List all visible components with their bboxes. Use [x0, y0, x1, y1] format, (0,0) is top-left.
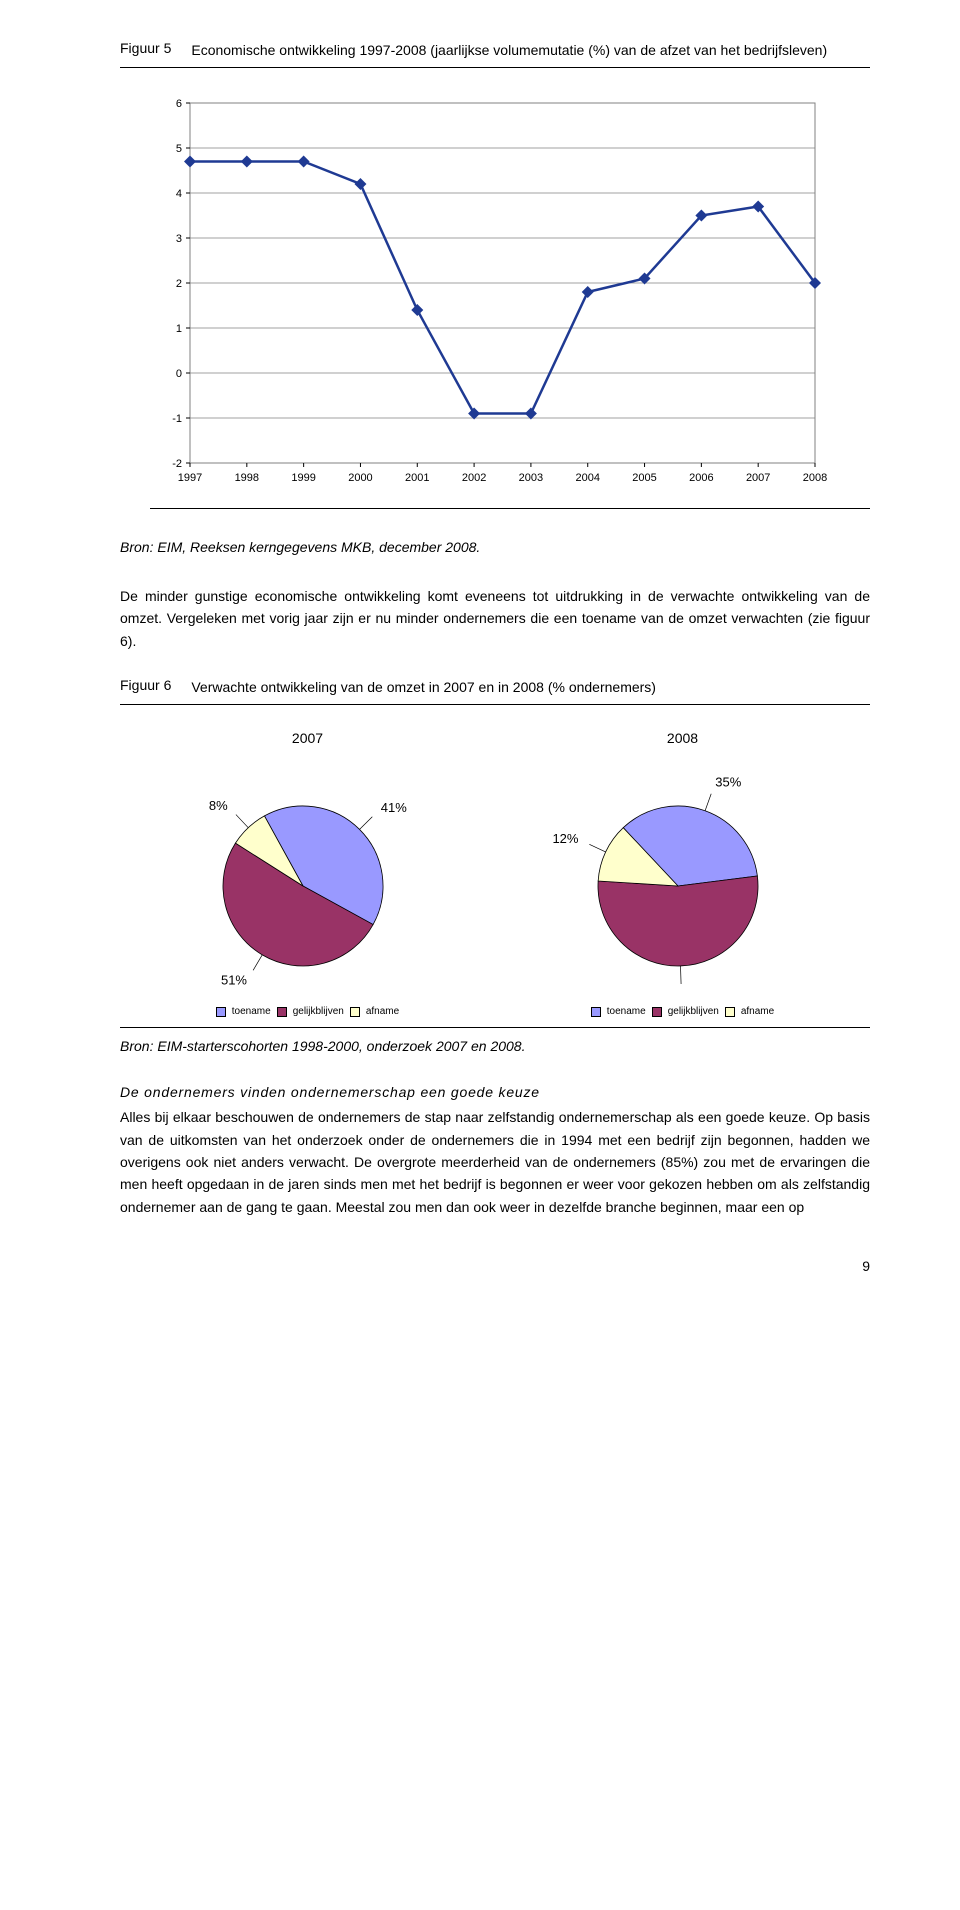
legend-swatch-toename — [591, 1007, 601, 1017]
figure-6-header: Figuur 6 Verwachte ontwikkeling van de o… — [120, 677, 870, 698]
svg-text:-1: -1 — [172, 413, 182, 425]
figure-6-top-rule — [120, 704, 870, 705]
legend-label-gelijkblijven: gelijkblijven — [668, 1006, 719, 1017]
svg-text:2002: 2002 — [462, 472, 486, 484]
pie-2007-svg: 41% 51% 8% — [153, 771, 463, 991]
figure-5-bottom-rule — [150, 508, 870, 509]
page-number: 9 — [120, 1258, 870, 1274]
svg-text:2001: 2001 — [405, 472, 429, 484]
svg-text:5: 5 — [176, 143, 182, 155]
pie-2008-svg: 35% 53% 12% — [528, 771, 838, 991]
figure-5-top-rule — [120, 67, 870, 68]
svg-text:4: 4 — [176, 188, 182, 200]
paragraph-1: De minder gunstige economische ontwikkel… — [120, 585, 870, 652]
legend-swatch-afname — [725, 1007, 735, 1017]
figure-6-label: Figuur 6 — [120, 677, 171, 693]
svg-text:2005: 2005 — [632, 472, 656, 484]
figure-6-bottom-rule — [120, 1027, 870, 1028]
figure-5-header: Figuur 5 Economische ontwikkeling 1997-2… — [120, 40, 870, 61]
svg-text:0: 0 — [176, 368, 182, 380]
legend-swatch-gelijkblijven — [277, 1007, 287, 1017]
svg-text:6: 6 — [176, 98, 182, 110]
svg-text:2000: 2000 — [348, 472, 372, 484]
svg-text:2006: 2006 — [689, 472, 713, 484]
pie-2008-year: 2008 — [495, 730, 870, 746]
pie-2008-column: 2008 35% 53% 12% — [495, 730, 870, 996]
svg-text:1998: 1998 — [235, 472, 259, 484]
legend-swatch-afname — [350, 1007, 360, 1017]
svg-text:2004: 2004 — [575, 472, 599, 484]
svg-text:53%: 53% — [668, 988, 694, 991]
svg-text:51%: 51% — [220, 973, 246, 988]
svg-text:12%: 12% — [552, 831, 578, 846]
legend-2007: toename gelijkblijven afname — [120, 1006, 495, 1017]
legend-2008: toename gelijkblijven afname — [495, 1006, 870, 1017]
pie-charts-row: 2007 41% 51% 8% 2008 35% 53% 12% — [120, 730, 870, 996]
line-chart-svg: -2 -1 0 1 2 3 4 5 6 1997 1998 1999 2000 2001 2002 2003 2… — [150, 93, 830, 493]
figure-6-source: Bron: EIM-starterscohorten 1998-2000, on… — [120, 1038, 870, 1054]
legend-label-toename: toename — [607, 1006, 646, 1017]
paragraph-2: Alles bij elkaar beschouwen de onderneme… — [120, 1106, 870, 1218]
svg-text:1999: 1999 — [291, 472, 315, 484]
pie-2007-column: 2007 41% 51% 8% — [120, 730, 495, 996]
legend-label-toename: toename — [232, 1006, 271, 1017]
legend-swatch-toename — [216, 1007, 226, 1017]
line-chart-container: -2 -1 0 1 2 3 4 5 6 1997 1998 1999 2000 2001 2002 2003 2… — [150, 93, 870, 509]
legend-label-gelijkblijven: gelijkblijven — [293, 1006, 344, 1017]
svg-text:2: 2 — [176, 278, 182, 290]
legend-label-afname: afname — [741, 1006, 774, 1017]
legend-swatch-gelijkblijven — [652, 1007, 662, 1017]
svg-text:-2: -2 — [172, 458, 182, 470]
figure-6-title: Verwachte ontwikkeling van de omzet in 2… — [191, 677, 870, 698]
svg-text:2008: 2008 — [803, 472, 827, 484]
figure-5-title: Economische ontwikkeling 1997-2008 (jaar… — [191, 40, 870, 61]
svg-text:2003: 2003 — [519, 472, 543, 484]
section-heading: De ondernemers vinden ondernemerschap ee… — [120, 1084, 870, 1100]
pie-2007-year: 2007 — [120, 730, 495, 746]
svg-text:8%: 8% — [208, 798, 227, 813]
svg-text:3: 3 — [176, 233, 182, 245]
svg-text:35%: 35% — [715, 775, 741, 790]
svg-text:2007: 2007 — [746, 472, 770, 484]
figure-5-label: Figuur 5 — [120, 40, 171, 56]
svg-text:1997: 1997 — [178, 472, 202, 484]
svg-text:41%: 41% — [380, 800, 406, 815]
figure-5-source: Bron: EIM, Reeksen kerngegevens MKB, dec… — [120, 539, 870, 555]
pie-legends-row: toename gelijkblijven afname toename gel… — [120, 1006, 870, 1017]
svg-text:1: 1 — [176, 323, 182, 335]
legend-label-afname: afname — [366, 1006, 399, 1017]
